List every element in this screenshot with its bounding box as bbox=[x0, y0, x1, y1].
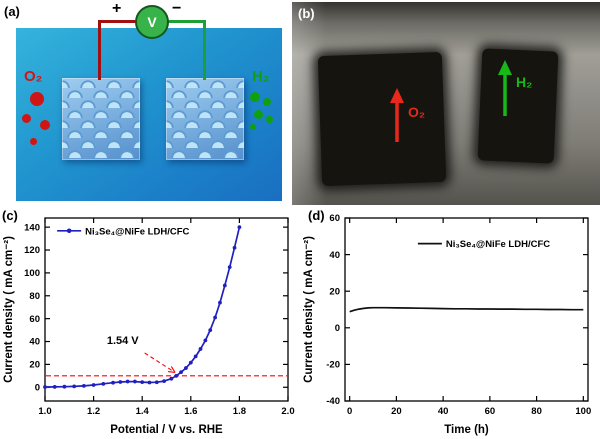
svg-text:20: 20 bbox=[329, 286, 340, 297]
svg-text:80: 80 bbox=[29, 291, 40, 302]
svg-text:40: 40 bbox=[438, 406, 449, 417]
svg-text:100: 100 bbox=[575, 406, 591, 417]
panel-d-stability-chart: (d) 0 20 40 60 80 100 -40 -20 0 20 40 60 Time (h) Cur… bbox=[300, 207, 600, 439]
h2-bubble bbox=[266, 116, 273, 123]
svg-text:40: 40 bbox=[329, 250, 340, 261]
panel-b-photo: (b) O₂ H₂ bbox=[290, 0, 600, 207]
svg-text:60: 60 bbox=[329, 213, 340, 224]
lsv-polarization-chart: 1.0 1.2 1.4 1.6 1.8 2.0 0 20 40 60 80 100 120 140 Pote… bbox=[3, 217, 295, 436]
svg-text:Potential / V vs. RHE: Potential / V vs. RHE bbox=[110, 424, 223, 436]
minus-sign: − bbox=[172, 0, 182, 17]
photo-h2-label: H₂ bbox=[516, 74, 533, 90]
svg-text:0: 0 bbox=[35, 382, 40, 393]
electrolyte-cell: O₂ H₂ bbox=[16, 28, 282, 201]
h2-arrow-icon bbox=[498, 60, 512, 116]
h2-bubble bbox=[263, 98, 271, 106]
electrode-photo: (b) O₂ H₂ bbox=[292, 2, 600, 205]
svg-text:60: 60 bbox=[485, 406, 496, 417]
h2-bubble bbox=[250, 92, 260, 102]
panel-b-label: (b) bbox=[298, 6, 315, 21]
h2-label: H₂ bbox=[252, 68, 270, 85]
svg-text:120: 120 bbox=[24, 245, 40, 256]
o2-bubble bbox=[40, 120, 50, 130]
anode-wire bbox=[98, 20, 137, 23]
svg-text:Current density ( mA cm⁻²): Current density ( mA cm⁻²) bbox=[303, 236, 315, 383]
cathode-wire bbox=[203, 20, 206, 80]
cathode-wire bbox=[165, 20, 206, 23]
svg-text:2.0: 2.0 bbox=[281, 406, 294, 417]
photo-anode bbox=[317, 51, 447, 187]
svg-text:1.0: 1.0 bbox=[38, 406, 51, 417]
svg-text:1.6: 1.6 bbox=[184, 406, 197, 417]
svg-text:Ni₃Se₄@NiFe LDH/CFC: Ni₃Se₄@NiFe LDH/CFC bbox=[446, 239, 550, 250]
o2-bubble bbox=[22, 114, 31, 123]
svg-text:Time (h): Time (h) bbox=[444, 424, 489, 436]
svg-text:1.2: 1.2 bbox=[87, 406, 100, 417]
svg-text:20: 20 bbox=[29, 360, 40, 371]
svg-text:140: 140 bbox=[24, 222, 40, 233]
anode-wire bbox=[98, 20, 101, 80]
photo-cathode bbox=[477, 48, 559, 164]
svg-text:0: 0 bbox=[335, 323, 340, 334]
plus-sign: + bbox=[112, 0, 122, 17]
voltmeter-label: V bbox=[147, 14, 157, 30]
svg-text:1.54 V: 1.54 V bbox=[107, 335, 139, 347]
panel-a-label: (a) bbox=[4, 4, 20, 19]
svg-text:-40: -40 bbox=[326, 396, 340, 407]
panel-d-label: (d) bbox=[308, 208, 325, 223]
o2-bubble bbox=[30, 92, 44, 106]
h2-bubble bbox=[254, 110, 263, 119]
svg-text:Current density ( mA cm⁻²): Current density ( mA cm⁻²) bbox=[3, 236, 15, 383]
svg-text:0: 0 bbox=[347, 406, 352, 417]
panel-c-lsv-chart: (c) 1.0 1.2 1.4 1.6 1.8 2.0 0 20 40 60 80 100 120 140… bbox=[0, 207, 300, 439]
svg-text:1.4: 1.4 bbox=[136, 406, 150, 417]
svg-text:-20: -20 bbox=[326, 360, 340, 371]
cathode-electrode bbox=[166, 78, 244, 160]
o2-label: O₂ bbox=[24, 68, 43, 85]
svg-text:20: 20 bbox=[391, 406, 402, 417]
o2-bubble bbox=[30, 138, 37, 145]
photo-o2-label: O₂ bbox=[408, 104, 426, 120]
anode-electrode bbox=[62, 78, 140, 160]
voltmeter: V bbox=[135, 5, 169, 39]
svg-text:60: 60 bbox=[29, 314, 40, 325]
stability-chart: 0 20 40 60 80 100 -40 -20 0 20 40 60 Time (h) Current… bbox=[303, 213, 591, 436]
svg-text:Ni₃Se₄@NiFe LDH/CFC: Ni₃Se₄@NiFe LDH/CFC bbox=[85, 226, 189, 237]
svg-text:1.8: 1.8 bbox=[233, 406, 246, 417]
svg-text:80: 80 bbox=[531, 406, 542, 417]
panel-a-schematic: (a) O₂ H₂ + − V bbox=[0, 0, 290, 207]
panel-c-label: (c) bbox=[2, 208, 18, 223]
svg-text:100: 100 bbox=[24, 268, 40, 279]
o2-arrow-icon bbox=[390, 88, 404, 142]
svg-text:40: 40 bbox=[29, 337, 40, 348]
h2-bubble bbox=[250, 124, 256, 130]
